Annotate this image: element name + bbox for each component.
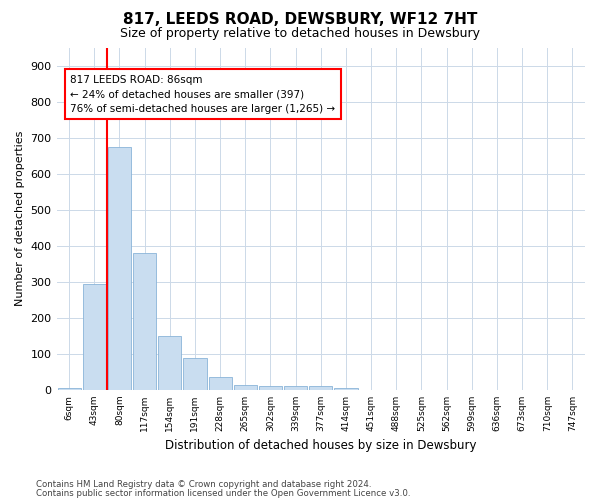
Bar bbox=[234, 384, 257, 390]
Text: 817 LEEDS ROAD: 86sqm
← 24% of detached houses are smaller (397)
76% of semi-det: 817 LEEDS ROAD: 86sqm ← 24% of detached … bbox=[70, 74, 335, 114]
Bar bbox=[184, 358, 206, 390]
Bar bbox=[58, 388, 80, 390]
X-axis label: Distribution of detached houses by size in Dewsbury: Distribution of detached houses by size … bbox=[165, 440, 476, 452]
Text: Contains HM Land Registry data © Crown copyright and database right 2024.: Contains HM Land Registry data © Crown c… bbox=[36, 480, 371, 489]
Text: Contains public sector information licensed under the Open Government Licence v3: Contains public sector information licen… bbox=[36, 488, 410, 498]
Text: Size of property relative to detached houses in Dewsbury: Size of property relative to detached ho… bbox=[120, 28, 480, 40]
Bar bbox=[284, 386, 307, 390]
Bar bbox=[83, 284, 106, 390]
Bar bbox=[209, 376, 232, 390]
Bar bbox=[334, 388, 358, 390]
Bar bbox=[259, 386, 282, 390]
Y-axis label: Number of detached properties: Number of detached properties bbox=[15, 131, 25, 306]
Bar bbox=[158, 336, 181, 390]
Bar bbox=[108, 146, 131, 390]
Bar bbox=[133, 253, 156, 390]
Bar bbox=[309, 386, 332, 390]
Text: 817, LEEDS ROAD, DEWSBURY, WF12 7HT: 817, LEEDS ROAD, DEWSBURY, WF12 7HT bbox=[123, 12, 477, 28]
